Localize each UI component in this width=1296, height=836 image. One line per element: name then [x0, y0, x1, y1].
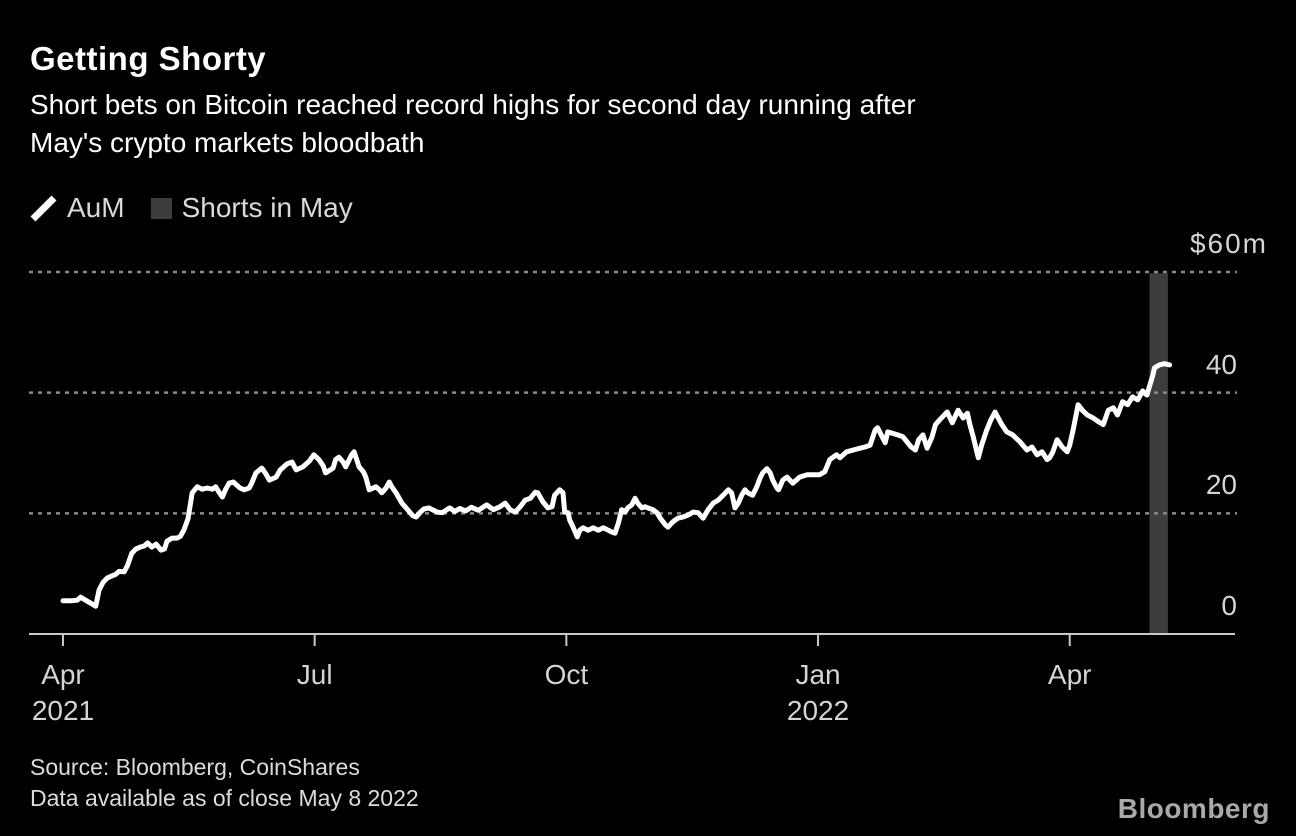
x-axis-label-Jan: Jan [795, 659, 841, 690]
x-axis-label-Jul: Jul [296, 659, 333, 690]
x-axis-year-label-2021: 2021 [31, 695, 95, 726]
chart-subtitle-line2: May's crypto markets bloodbath [30, 127, 425, 158]
legend-label-aum: AuM [67, 192, 125, 223]
x-axis-label-Oct: Oct [544, 659, 589, 690]
y-axis-label-60: $60m [1189, 228, 1268, 259]
aum-line-icon [30, 195, 57, 221]
aum-line-series [60, 361, 1173, 609]
x-axis-label-Apr: Apr [1047, 659, 1092, 690]
legend-item-aum: AuM [30, 192, 125, 224]
source-note: Source: Bloomberg, CoinShares Data avail… [30, 752, 419, 814]
x-axis-year-label-2022: 2022 [786, 695, 850, 726]
bloomberg-logo: Bloomberg [1117, 793, 1270, 824]
legend-label-shorts: Shorts in May [181, 192, 353, 223]
y-axis-label-40: 40 [1205, 348, 1237, 380]
shorts-in-may-bar [1149, 273, 1168, 634]
source-line: Source: Bloomberg, CoinShares [30, 754, 360, 780]
legend-item-shorts: Shorts in May [150, 192, 353, 224]
y-axis-label-0: 0 [1221, 590, 1237, 621]
data-availability-line: Data available as of close May 8 2022 [30, 785, 419, 811]
y-axis-label-20: 20 [1205, 469, 1237, 501]
chart-title: Getting Shorty [30, 40, 267, 77]
x-axis-label-Apr: Apr [41, 659, 85, 690]
chart-subtitle-line1: Short bets on Bitcoin reached record hig… [30, 89, 916, 120]
chart-subtitle: Short bets on Bitcoin reached record hig… [30, 86, 916, 162]
shorts-square-icon [150, 197, 172, 219]
legend: AuM Shorts in May [30, 192, 353, 224]
